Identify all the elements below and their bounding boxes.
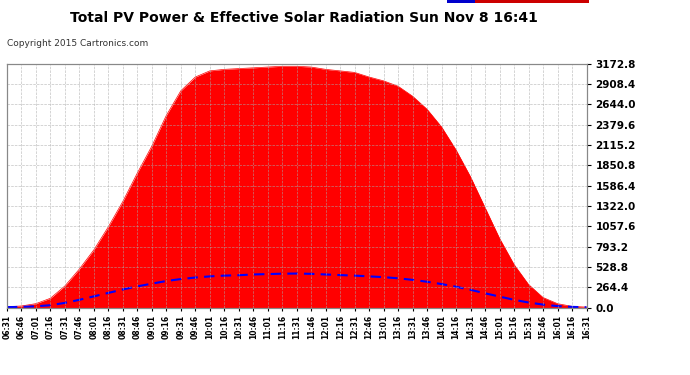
Text: Total PV Power & Effective Solar Radiation Sun Nov 8 16:41: Total PV Power & Effective Solar Radiati… xyxy=(70,11,538,25)
Text: Copyright 2015 Cartronics.com: Copyright 2015 Cartronics.com xyxy=(7,39,148,48)
